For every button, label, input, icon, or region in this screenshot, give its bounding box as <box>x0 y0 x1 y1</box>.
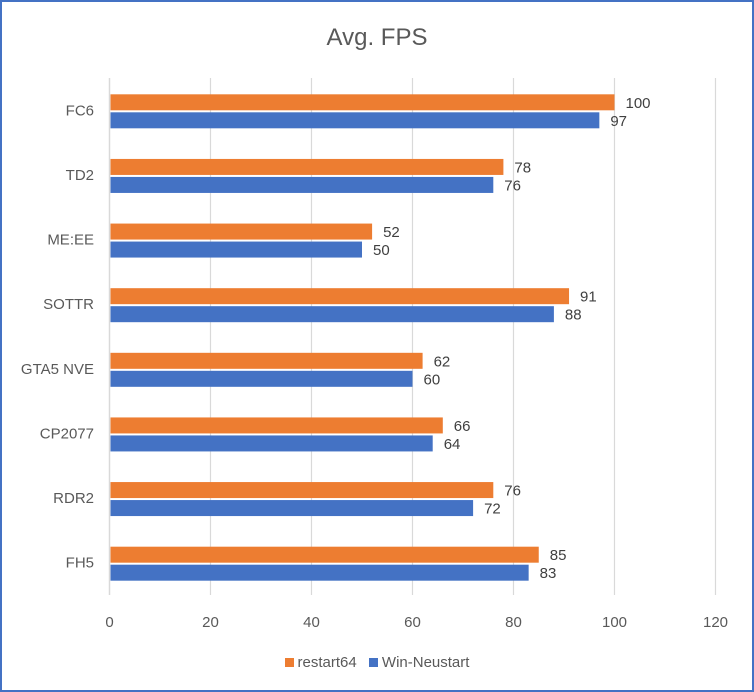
legend-label-win-neustart: Win-Neustart <box>381 654 470 671</box>
legend-item-win-neustart: Win-Neustart <box>368 654 470 671</box>
legend-label-restart64: restart64 <box>297 654 357 671</box>
category-label-cp2077: CP2077 <box>40 425 94 442</box>
data-label-restart64-sottr: 91 <box>580 289 597 306</box>
data-label-restart64-me-ee: 52 <box>383 224 400 241</box>
bar-win-neustart-fh5 <box>110 564 529 581</box>
data-label-restart64-fc6: 100 <box>626 95 651 112</box>
data-label-restart64-gta5-nve: 62 <box>434 353 451 370</box>
x-tick-label: 120 <box>703 614 728 631</box>
category-label-td2: TD2 <box>66 167 94 184</box>
chart-title: Avg. FPS <box>326 24 428 51</box>
data-label-restart64-fh5: 85 <box>550 547 567 564</box>
bar-win-neustart-me-ee <box>110 241 362 258</box>
bar-win-neustart-gta5-nve <box>110 370 413 387</box>
bar-restart64-sottr <box>110 288 570 305</box>
category-label-sottr: SOTTR <box>43 296 94 313</box>
bar-win-neustart-rdr2 <box>110 500 474 517</box>
data-label-win-neustart-rdr2: 72 <box>484 501 501 518</box>
data-label-restart64-td2: 78 <box>514 159 531 176</box>
category-label-fc6: FC6 <box>66 102 94 119</box>
x-tick-label: 60 <box>404 614 421 631</box>
category-label-gta5-nve: GTA5 NVE <box>21 361 94 378</box>
chart-legend: restart64 Win-Neustart <box>2 654 752 671</box>
x-tick-label: 40 <box>303 614 320 631</box>
bar-restart64-fc6 <box>110 94 615 111</box>
x-tick-label: 20 <box>202 614 219 631</box>
bar-restart64-cp2077 <box>110 417 443 434</box>
data-label-win-neustart-fh5: 83 <box>540 565 557 582</box>
bar-restart64-fh5 <box>110 546 539 563</box>
x-tick-label: 100 <box>602 614 627 631</box>
bar-restart64-td2 <box>110 158 504 175</box>
data-label-restart64-rdr2: 76 <box>504 483 521 500</box>
data-label-win-neustart-sottr: 88 <box>565 307 582 324</box>
data-label-win-neustart-fc6: 97 <box>610 113 627 130</box>
category-label-fh5: FH5 <box>66 555 94 572</box>
bar-restart64-gta5-nve <box>110 352 423 369</box>
legend-item-restart64: restart64 <box>284 654 357 671</box>
x-tick-label: 80 <box>505 614 522 631</box>
bar-win-neustart-fc6 <box>110 112 600 129</box>
category-label-rdr2: RDR2 <box>53 490 94 507</box>
bar-restart64-rdr2 <box>110 482 494 499</box>
category-label-me-ee: ME:EE <box>47 232 94 249</box>
data-label-win-neustart-gta5-nve: 60 <box>424 371 441 388</box>
data-label-win-neustart-cp2077: 64 <box>444 436 461 453</box>
bar-win-neustart-sottr <box>110 306 554 323</box>
x-tick-label: 0 <box>105 614 113 631</box>
bar-win-neustart-td2 <box>110 176 494 193</box>
data-label-win-neustart-me-ee: 50 <box>373 242 390 259</box>
legend-swatch-restart64 <box>284 658 294 667</box>
bar-restart64-me-ee <box>110 223 373 240</box>
bar-win-neustart-cp2077 <box>110 435 433 452</box>
legend-swatch-win-neustart <box>368 658 378 667</box>
data-label-win-neustart-td2: 76 <box>504 177 521 194</box>
data-label-restart64-cp2077: 66 <box>454 418 471 435</box>
